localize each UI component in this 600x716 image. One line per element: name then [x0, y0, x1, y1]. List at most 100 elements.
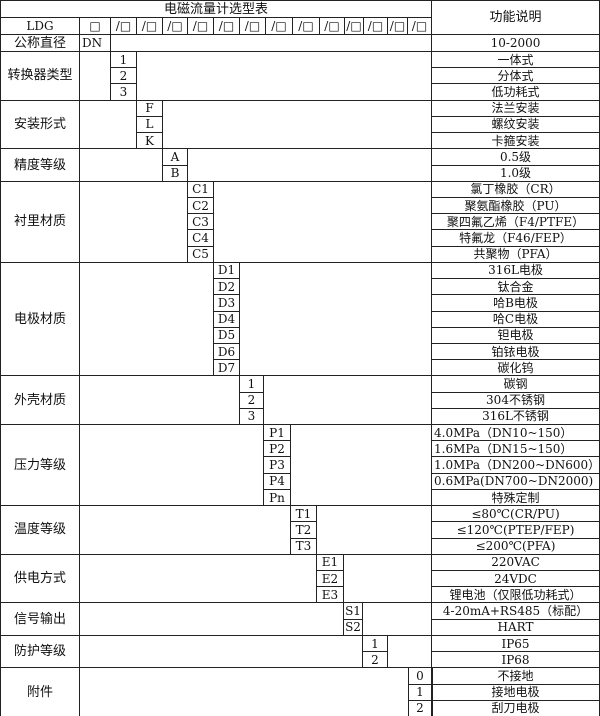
option-code: T2 [290, 521, 317, 539]
option-desc: 螺纹安装 [431, 115, 600, 134]
option-code: A [162, 148, 188, 166]
option-desc: 低功耗式 [431, 83, 600, 101]
nominal-desc: 10-2000 [431, 34, 600, 52]
option-code: 2 [408, 699, 432, 716]
option-desc: 碳化钨 [431, 359, 600, 377]
group-label: 安装形式 [0, 99, 80, 150]
option-code: K [136, 132, 163, 150]
group-label: 附件 [0, 667, 80, 716]
option-desc: 316L电极 [431, 261, 600, 280]
option-desc: 一体式 [431, 51, 600, 69]
option-desc: 钽电极 [431, 326, 600, 344]
option-desc: 304不锈钢 [431, 391, 600, 409]
option-code: 3 [239, 407, 264, 426]
empty-cell [110, 34, 432, 52]
empty-cell [263, 375, 432, 426]
option-desc: 法兰安装 [431, 99, 600, 117]
empty-cell [362, 602, 432, 636]
option-desc: 1.6MPa（DN15~150） [431, 440, 600, 458]
option-desc: 共聚物（PFA） [431, 245, 600, 263]
option-code: 1 [110, 51, 137, 69]
model-slot: /□ [136, 17, 163, 35]
option-desc: 聚氨酯橡胶（PU） [431, 196, 600, 215]
option-desc: 卡箍安装 [431, 132, 600, 150]
option-desc: ≤200℃(PFA) [431, 537, 600, 555]
model-slot: /□ [292, 17, 320, 35]
model-slot: □ [79, 17, 111, 35]
model-slot: /□ [110, 17, 137, 35]
model-slot: /□ [407, 17, 432, 35]
option-code: S2 [343, 618, 363, 636]
model-slot: /□ [363, 17, 388, 35]
empty-cell [316, 505, 432, 555]
option-code: 3 [110, 83, 137, 101]
model-slot: /□ [344, 17, 364, 35]
model-slot: /□ [239, 17, 266, 35]
option-code: P2 [263, 440, 291, 458]
option-code: D6 [213, 342, 240, 361]
option-code: S1 [343, 602, 363, 620]
option-code: C1 [187, 180, 214, 198]
option-desc: 聚四氟乙烯（F4/PTFE） [431, 213, 600, 231]
empty-cell [213, 180, 432, 263]
empty-cell [79, 634, 363, 669]
option-desc: 24VDC [431, 570, 600, 588]
option-code: 1 [408, 683, 432, 701]
empty-cell [79, 261, 214, 377]
empty-cell [79, 51, 111, 101]
option-desc: ≤120℃(PTEP/FEP) [431, 521, 600, 539]
option-desc: 哈B电极 [431, 294, 600, 312]
option-code: P1 [263, 424, 291, 442]
group-label: 衬里材质 [0, 180, 80, 263]
group-label: 信号输出 [0, 602, 80, 636]
option-code: P3 [263, 456, 291, 474]
model-slot: /□ [187, 17, 214, 35]
option-desc: ≤80℃(CR/PU) [431, 505, 600, 523]
option-desc: HART [431, 618, 600, 636]
model-slot: /□ [213, 17, 240, 35]
option-desc: 特殊定制 [431, 488, 600, 507]
nominal-code: DN [79, 34, 111, 52]
option-desc: 铂铱电极 [431, 342, 600, 361]
table-title: 电磁流量计选型表 [0, 0, 432, 18]
group-label: 防护等级 [0, 634, 80, 669]
option-desc: 分体式 [431, 67, 600, 85]
option-desc: 4-20mA+RS485（标配） [431, 602, 600, 620]
empty-cell [79, 553, 317, 604]
option-desc: IP68 [431, 651, 600, 669]
empty-cell [162, 99, 432, 150]
option-desc: 0.6MPa(DN700~DN2000) [431, 472, 600, 490]
model-slot: /□ [265, 17, 293, 35]
group-label: 供电方式 [0, 553, 80, 604]
option-desc: 不接地 [431, 667, 600, 685]
option-code: 2 [362, 651, 388, 669]
group-label: 温度等级 [0, 505, 80, 555]
option-code: E1 [316, 553, 344, 572]
group-label: 电极材质 [0, 261, 80, 377]
empty-cell [387, 634, 432, 669]
option-code: 2 [239, 391, 264, 409]
option-desc: 316L不锈钢 [431, 407, 600, 426]
option-code: D2 [213, 278, 240, 296]
option-code: 2 [110, 67, 137, 85]
empty-cell [79, 180, 188, 263]
empty-cell [239, 261, 432, 377]
group-label: 精度等级 [0, 148, 80, 182]
empty-cell [187, 148, 432, 182]
group-label: 外壳材质 [0, 375, 80, 426]
option-code: B [162, 164, 188, 182]
option-desc: 刮刀电极 [431, 699, 600, 716]
empty-cell [79, 99, 137, 150]
option-code: L [136, 115, 163, 134]
model-slot: /□ [319, 17, 345, 35]
option-code: T1 [290, 505, 317, 523]
empty-cell [79, 424, 264, 507]
empty-cell [290, 424, 432, 507]
option-code: 0 [408, 667, 432, 685]
empty-cell [79, 667, 409, 716]
option-desc: 4.0MPa（DN10~150） [431, 424, 600, 442]
option-desc: 锂电池（仅限低功耗式） [431, 586, 600, 604]
group-label: 压力等级 [0, 424, 80, 507]
model-slot: /□ [162, 17, 188, 35]
option-desc: 0.5级 [431, 148, 600, 166]
